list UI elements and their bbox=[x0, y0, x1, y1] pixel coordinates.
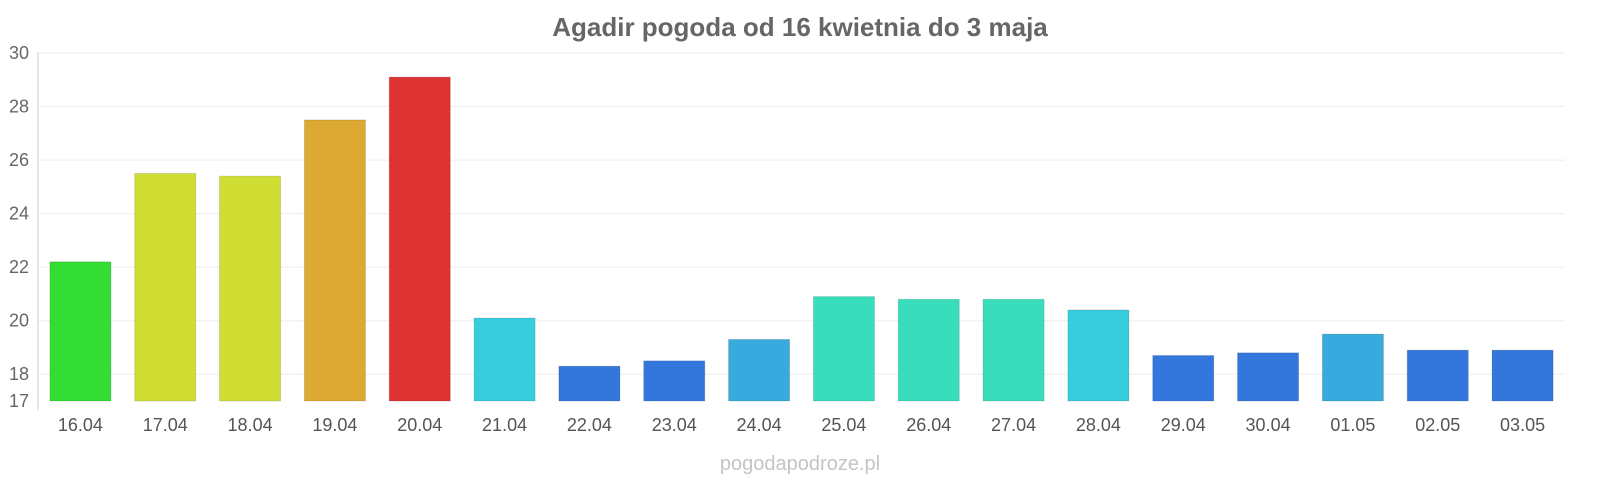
bar bbox=[1491, 349, 1554, 402]
bars bbox=[49, 76, 1554, 402]
bar bbox=[1321, 333, 1384, 402]
x-tick-label: 17.04 bbox=[143, 415, 188, 435]
x-tick-label: 21.04 bbox=[482, 415, 527, 435]
y-tick-label: 22 bbox=[9, 257, 29, 277]
x-tick-label: 22.04 bbox=[567, 415, 612, 435]
bar bbox=[1152, 354, 1215, 402]
bar bbox=[473, 317, 536, 402]
bar bbox=[1067, 309, 1130, 402]
bar bbox=[728, 338, 791, 402]
x-tick-label: 02.05 bbox=[1415, 415, 1460, 435]
x-tick-label: 28.04 bbox=[1076, 415, 1121, 435]
bar bbox=[643, 360, 706, 402]
x-tick-label: 20.04 bbox=[397, 415, 442, 435]
y-tick-label: 26 bbox=[9, 150, 29, 170]
x-tick-label: 19.04 bbox=[312, 415, 357, 435]
x-tick-label: 25.04 bbox=[821, 415, 866, 435]
y-tick-label: 20 bbox=[9, 311, 29, 331]
y-tick-label: 28 bbox=[9, 97, 29, 117]
x-tick-label: 18.04 bbox=[228, 415, 273, 435]
bar bbox=[219, 175, 282, 402]
y-tick-label: 30 bbox=[9, 43, 29, 63]
y-tick-label: 24 bbox=[9, 204, 29, 224]
bar bbox=[897, 298, 960, 402]
chart-title: Agadir pogoda od 16 kwietnia do 3 maja bbox=[552, 12, 1048, 42]
grid-lines bbox=[38, 52, 1565, 375]
bar bbox=[134, 172, 197, 402]
x-tick-label: 16.04 bbox=[58, 415, 103, 435]
bar bbox=[1237, 352, 1300, 402]
watermark: pogodapodroze.pl bbox=[720, 453, 880, 475]
y-axis-ticks: 17 18 20 22 24 26 28 30 bbox=[9, 43, 29, 411]
bar bbox=[812, 296, 875, 402]
x-axis-ticks: 16.04 17.04 18.04 19.04 20.04 21.04 22.04 23.04… bbox=[58, 415, 1545, 435]
y-tick-label: 17 bbox=[9, 391, 29, 411]
x-tick-label: 03.05 bbox=[1500, 415, 1545, 435]
x-tick-label: 01.05 bbox=[1330, 415, 1375, 435]
x-tick-label: 30.04 bbox=[1246, 415, 1291, 435]
x-tick-label: 27.04 bbox=[991, 415, 1036, 435]
bar bbox=[1406, 349, 1469, 402]
x-tick-label: 24.04 bbox=[737, 415, 782, 435]
x-tick-label: 23.04 bbox=[652, 415, 697, 435]
x-tick-label: 29.04 bbox=[1161, 415, 1206, 435]
bar bbox=[303, 119, 366, 402]
y-tick-label: 18 bbox=[9, 364, 29, 384]
bar bbox=[388, 76, 451, 402]
bar bbox=[558, 365, 621, 402]
bar bbox=[982, 298, 1045, 402]
x-tick-label: 26.04 bbox=[906, 415, 951, 435]
bar bbox=[49, 261, 112, 402]
